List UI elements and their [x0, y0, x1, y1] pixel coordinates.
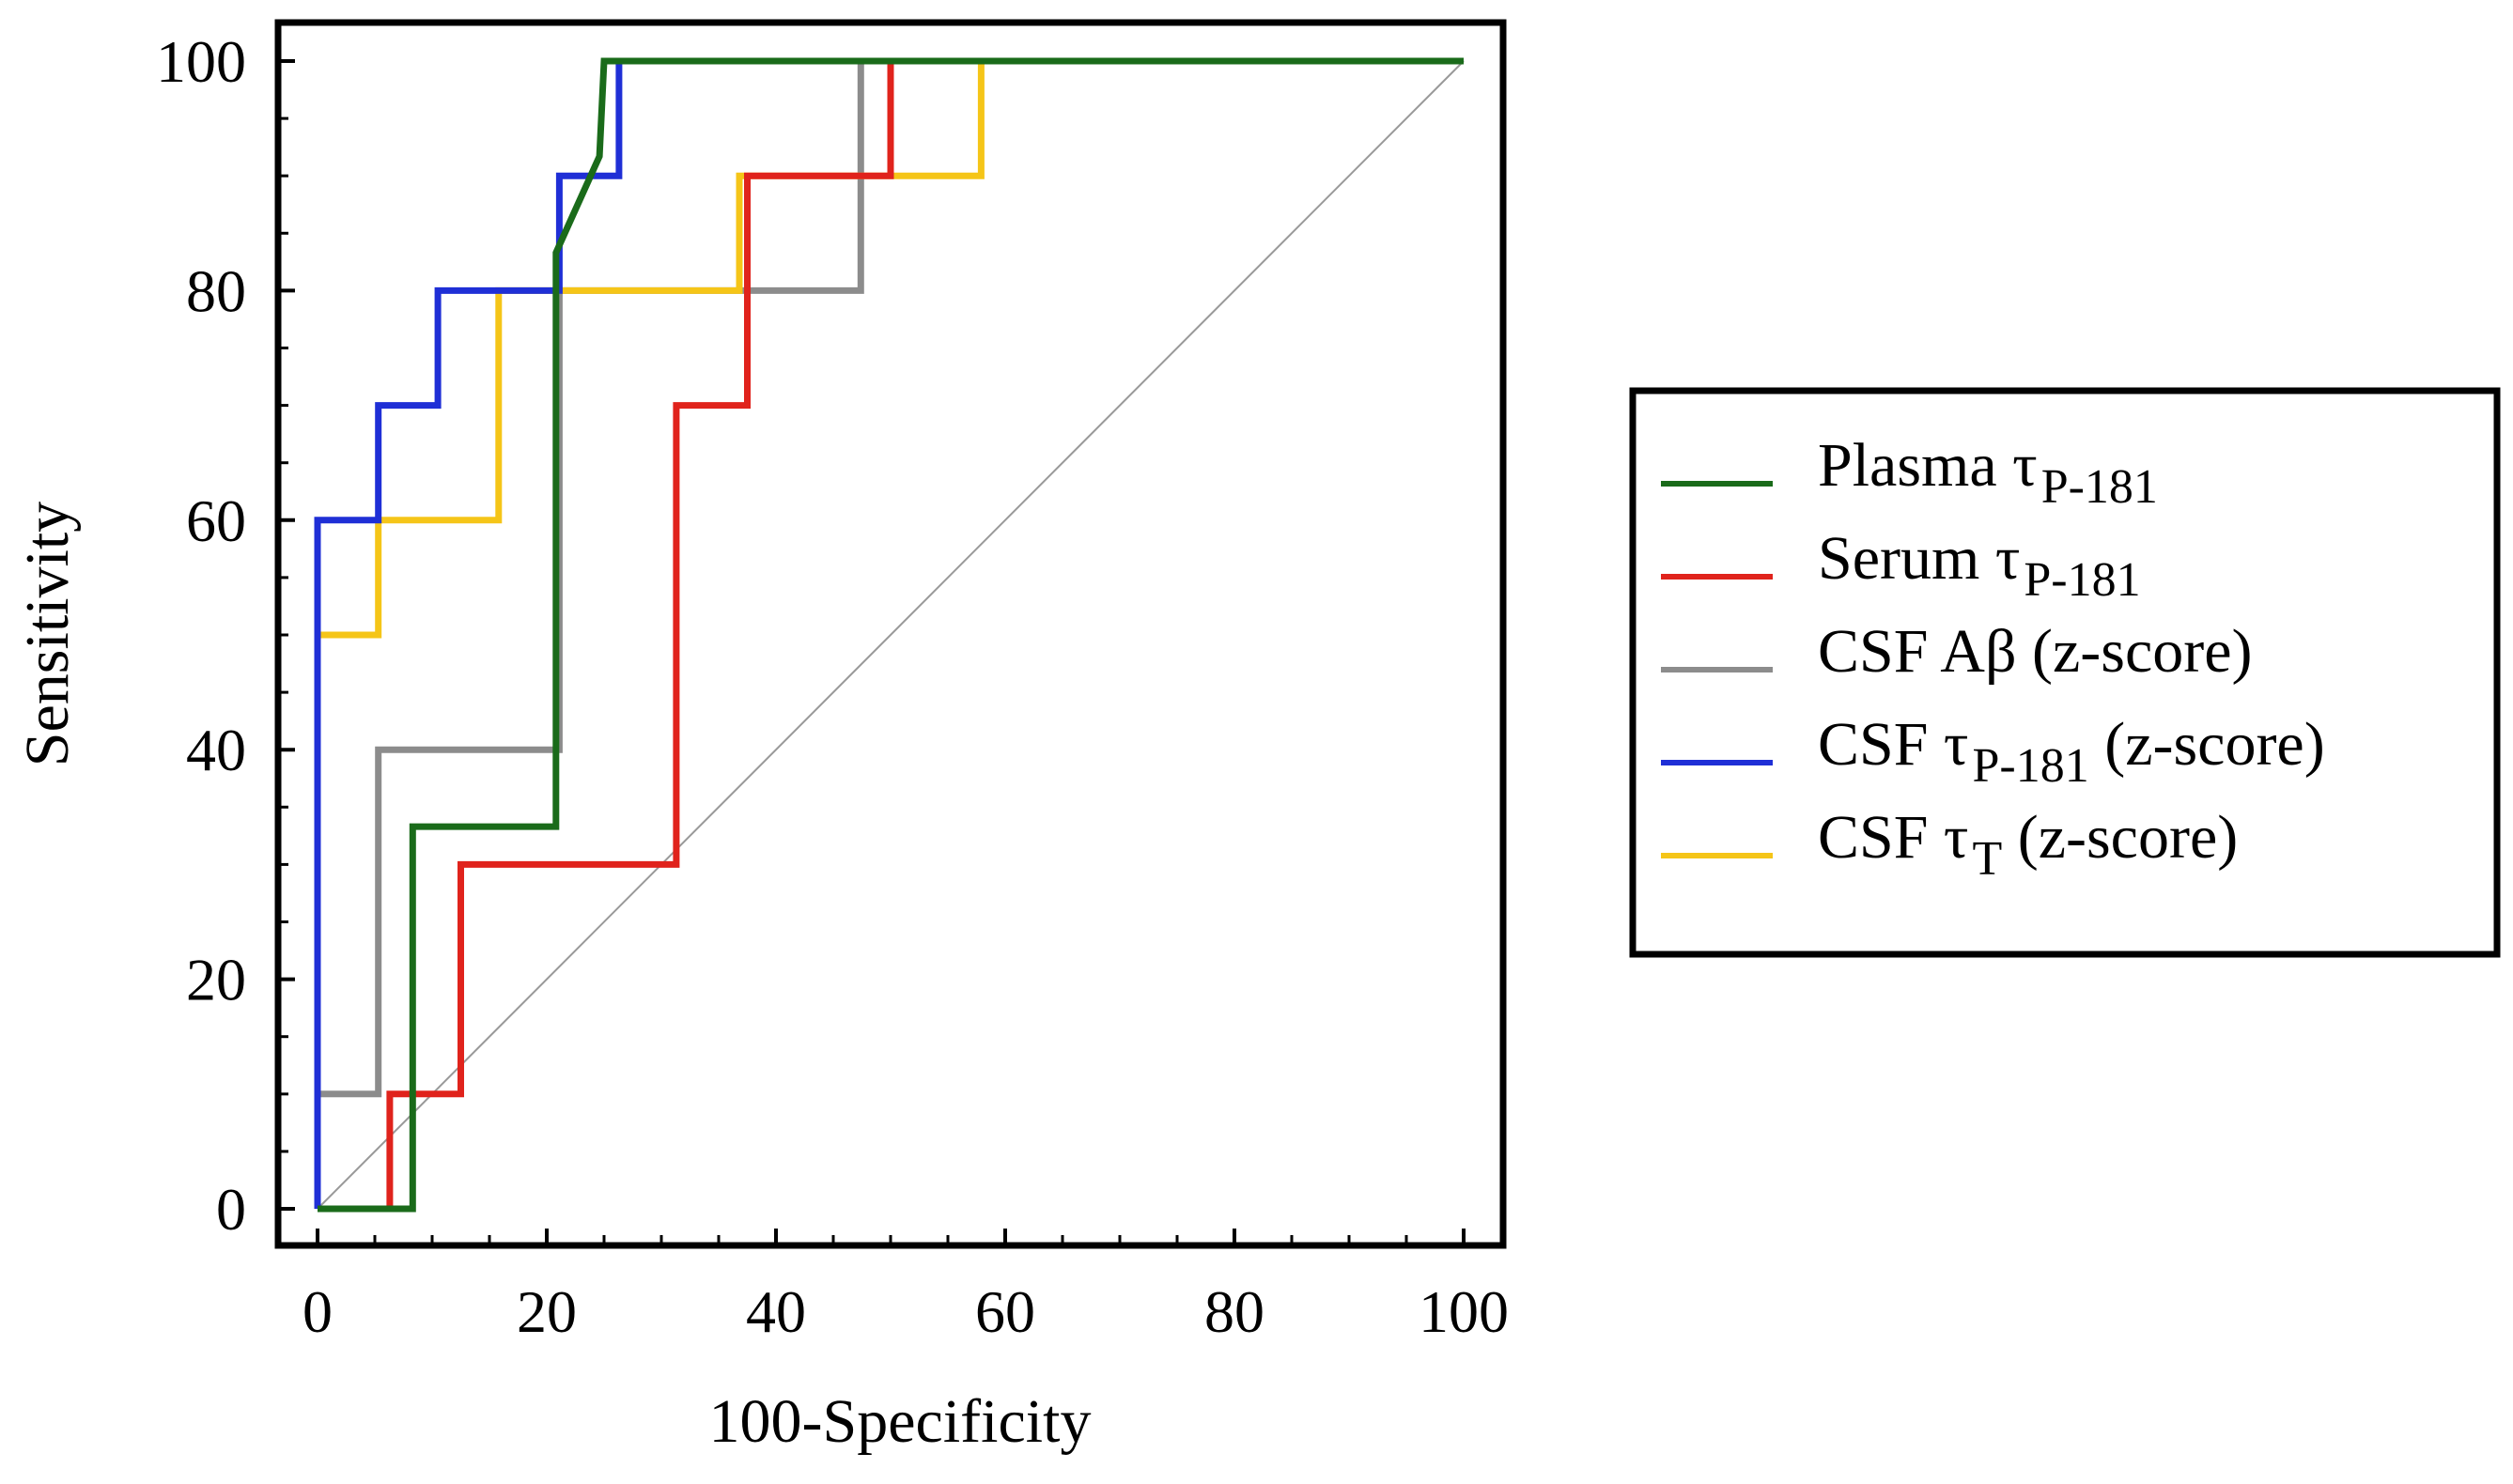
- x-tick-label: 40: [746, 1278, 806, 1345]
- legend-label-4: CSF τT (z-score): [1818, 803, 2238, 886]
- legend-label-2: CSF Aβ (z-score): [1818, 617, 2253, 686]
- y-tick-label: 80: [186, 257, 246, 324]
- legend: Plasma τP-181 Serum τP-181 CSF Aβ (z-score…: [1629, 387, 2501, 958]
- y-tick-label: 100: [156, 28, 246, 95]
- series-line-0: [318, 57, 1464, 1213]
- y-tick-label: 40: [186, 717, 246, 783]
- y-axis-title: Sensitivity: [13, 502, 82, 766]
- reference-diagonal-line: [317, 60, 1465, 1210]
- y-tick-label: 20: [186, 947, 246, 1013]
- x-tick-label: 100: [1419, 1278, 1509, 1345]
- legend-box: [1629, 387, 2501, 958]
- legend-label-0: Plasma τP-181: [1818, 431, 2158, 514]
- axis-ticks: [278, 59, 1466, 1245]
- tick-labels: 0 20 40 60 80 100 0 20 40 60 80 100: [156, 28, 1509, 1345]
- x-tick-label: 60: [975, 1278, 1035, 1345]
- series-line-3: [314, 57, 1464, 1209]
- series-line-4: [318, 57, 1464, 639]
- x-axis-title: 100-Specificity: [709, 1387, 1092, 1456]
- y-tick-label: 0: [216, 1176, 246, 1243]
- x-tick-label: 20: [517, 1278, 577, 1345]
- x-tick-label: 0: [302, 1278, 333, 1345]
- legend-label-3: CSF τP-181 (z-score): [1818, 710, 2325, 793]
- legend-label-1: Serum τP-181: [1818, 524, 2141, 607]
- y-tick-label: 60: [186, 487, 246, 554]
- series-lines: [314, 57, 1464, 1213]
- x-tick-label: 80: [1204, 1278, 1264, 1345]
- series-line-1: [386, 57, 1464, 1209]
- series-line-2: [318, 57, 1464, 1098]
